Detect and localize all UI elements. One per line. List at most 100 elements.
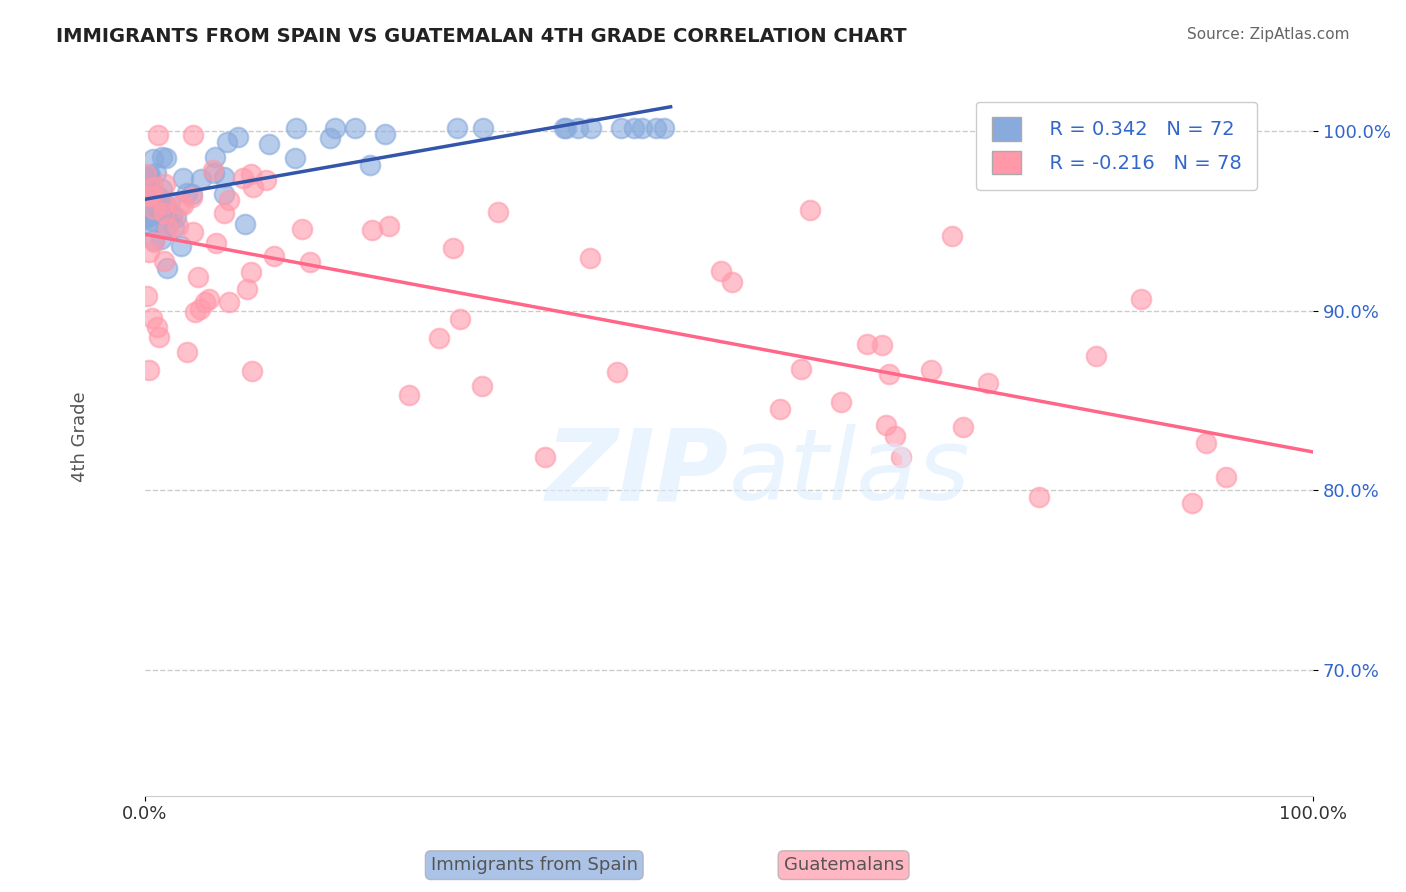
Point <box>319 130 342 145</box>
Point <box>1028 490 1050 504</box>
Point <box>378 219 401 234</box>
Point <box>645 120 668 135</box>
Point <box>623 120 645 135</box>
Point <box>176 186 198 200</box>
Point <box>145 166 167 180</box>
Point <box>142 153 165 167</box>
Point <box>1215 469 1237 483</box>
Point <box>138 244 160 259</box>
Point <box>136 174 159 188</box>
Point <box>146 319 169 334</box>
Point <box>138 187 160 202</box>
Point <box>398 387 420 401</box>
Point <box>188 301 211 316</box>
Point <box>155 151 177 165</box>
Point <box>190 172 212 186</box>
Point <box>145 202 167 216</box>
Text: Source: ZipAtlas.com: Source: ZipAtlas.com <box>1187 27 1350 42</box>
Point <box>142 180 165 194</box>
Point <box>263 248 285 262</box>
Point <box>214 170 236 185</box>
Point <box>471 379 494 393</box>
Point <box>194 295 217 310</box>
Point <box>285 120 308 135</box>
Point <box>155 220 177 235</box>
Point <box>143 235 166 249</box>
Point <box>870 337 893 351</box>
Point <box>135 211 157 225</box>
Point <box>138 186 160 200</box>
Point <box>769 402 792 417</box>
Point <box>146 128 169 142</box>
Point <box>361 223 384 237</box>
Point <box>181 225 204 239</box>
Point <box>449 312 471 326</box>
Point <box>153 178 176 192</box>
Point <box>153 254 176 268</box>
Point <box>204 150 226 164</box>
Point <box>553 120 575 135</box>
Point <box>135 189 157 203</box>
Point <box>204 235 226 250</box>
Point <box>374 127 396 141</box>
Text: atlas: atlas <box>730 424 970 521</box>
Text: Immigrants from Spain: Immigrants from Spain <box>430 856 638 874</box>
Point <box>941 228 963 243</box>
Point <box>172 198 194 212</box>
Point <box>1195 436 1218 450</box>
Point <box>159 195 181 210</box>
Point <box>170 239 193 253</box>
Point <box>142 185 165 199</box>
Point <box>160 208 183 222</box>
Point <box>233 218 256 232</box>
Point <box>180 187 202 202</box>
Point <box>162 220 184 235</box>
Point <box>654 120 676 135</box>
Point <box>720 275 742 289</box>
Point <box>152 197 174 211</box>
Point <box>136 207 159 221</box>
Point <box>830 395 852 409</box>
Point <box>567 120 589 135</box>
Point <box>141 194 163 209</box>
Point <box>254 173 277 187</box>
Point <box>215 135 238 149</box>
Point <box>446 120 468 135</box>
Point <box>298 255 321 269</box>
Point <box>579 120 602 135</box>
Point <box>610 120 633 135</box>
Point <box>952 419 974 434</box>
Point <box>146 194 169 208</box>
Point <box>291 221 314 235</box>
Point <box>138 209 160 223</box>
Point <box>172 171 194 186</box>
Point <box>799 203 821 218</box>
Point <box>167 219 190 233</box>
Point <box>1181 495 1204 509</box>
Point <box>920 363 942 377</box>
Point <box>141 311 163 326</box>
Point <box>427 331 450 345</box>
Point <box>488 204 510 219</box>
Point <box>152 201 174 215</box>
Point <box>284 151 307 165</box>
Point <box>135 167 157 181</box>
Point <box>165 210 187 224</box>
Legend:   R = 0.342   N = 72,   R = -0.216   N = 78: R = 0.342 N = 72, R = -0.216 N = 78 <box>976 102 1257 190</box>
Point <box>148 329 170 343</box>
Point <box>226 130 249 145</box>
Text: Guatemalans: Guatemalans <box>783 856 904 874</box>
Point <box>135 289 157 303</box>
Point <box>257 136 280 151</box>
Point <box>877 368 900 382</box>
Point <box>138 217 160 231</box>
Point <box>138 363 160 377</box>
Point <box>534 450 557 465</box>
Point <box>150 182 173 196</box>
Point <box>890 450 912 465</box>
Y-axis label: 4th Grade: 4th Grade <box>72 392 89 482</box>
Point <box>359 157 381 171</box>
Point <box>240 167 263 181</box>
Point <box>218 294 240 309</box>
Point <box>148 202 170 216</box>
